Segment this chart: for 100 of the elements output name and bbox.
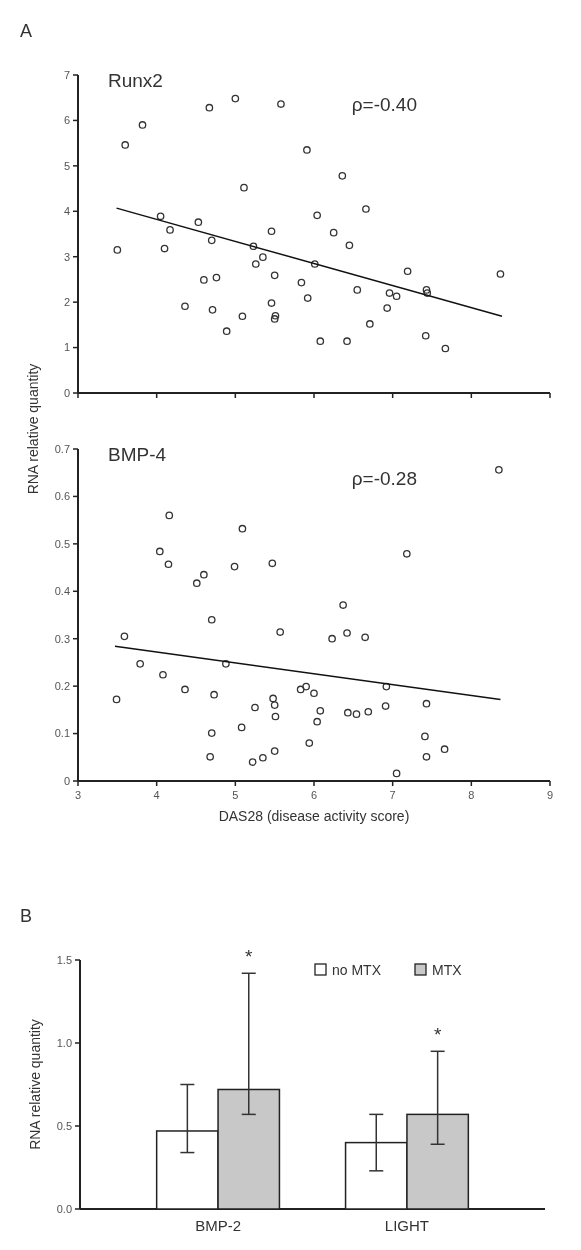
point bbox=[138, 121, 147, 129]
x-tick-label: 9 bbox=[546, 789, 554, 801]
point bbox=[207, 615, 216, 624]
y-tick-label: 0.0 bbox=[56, 1202, 72, 1215]
point bbox=[345, 241, 354, 250]
point bbox=[361, 633, 369, 642]
point bbox=[495, 466, 503, 474]
point bbox=[207, 729, 216, 737]
point bbox=[343, 337, 351, 346]
legend-label: no MTX bbox=[332, 961, 382, 978]
point bbox=[441, 344, 450, 353]
point bbox=[248, 758, 257, 766]
text: B bbox=[20, 906, 33, 926]
y-axis-title: RNA relative quantity bbox=[27, 1019, 43, 1150]
point bbox=[383, 304, 392, 312]
point bbox=[313, 717, 321, 726]
point bbox=[496, 270, 505, 278]
point bbox=[270, 271, 279, 280]
point bbox=[339, 601, 347, 609]
point bbox=[302, 682, 310, 691]
y-tick-label: 0.5 bbox=[56, 1119, 72, 1132]
point bbox=[208, 306, 217, 314]
point bbox=[155, 547, 164, 556]
x-tick-label: BMP-2 bbox=[195, 1217, 241, 1234]
annotation: * bbox=[245, 946, 254, 968]
y-axis-title: RNA relative quantity bbox=[25, 363, 41, 495]
point bbox=[403, 267, 412, 276]
point bbox=[251, 260, 260, 268]
point bbox=[240, 183, 248, 192]
legend-label: MTX bbox=[432, 961, 463, 978]
x-tick-label: 6 bbox=[310, 789, 318, 801]
point bbox=[113, 246, 122, 254]
y-tick-label: 0.4 bbox=[54, 585, 70, 598]
point bbox=[238, 312, 247, 321]
y-tick-label: 5 bbox=[63, 159, 70, 172]
point bbox=[268, 559, 277, 568]
point bbox=[200, 570, 208, 579]
y-tick-label: 7 bbox=[63, 68, 70, 81]
point bbox=[259, 753, 267, 762]
point bbox=[381, 702, 390, 710]
point bbox=[385, 289, 394, 297]
y-tick-label: 0.1 bbox=[54, 727, 70, 740]
point bbox=[156, 212, 165, 221]
point bbox=[194, 218, 203, 227]
point bbox=[205, 103, 214, 112]
point bbox=[310, 689, 318, 698]
x-tick-label: 7 bbox=[389, 789, 396, 801]
point bbox=[440, 745, 449, 754]
point bbox=[297, 278, 306, 287]
point bbox=[200, 276, 208, 284]
x-tick-label: 4 bbox=[153, 789, 160, 801]
point bbox=[343, 629, 351, 637]
point bbox=[160, 244, 169, 253]
point bbox=[166, 226, 174, 234]
point bbox=[165, 511, 174, 520]
point bbox=[212, 273, 221, 282]
y-tick-label: 6 bbox=[63, 114, 70, 127]
point bbox=[352, 710, 361, 718]
point bbox=[316, 337, 325, 346]
point bbox=[271, 712, 280, 721]
point bbox=[222, 660, 230, 668]
y-tick-label: 0 bbox=[63, 774, 70, 787]
point bbox=[310, 260, 319, 268]
point bbox=[277, 100, 285, 108]
point bbox=[276, 628, 285, 636]
point bbox=[136, 660, 144, 668]
annotation: ρ=-0.40 bbox=[351, 94, 417, 115]
point bbox=[259, 253, 267, 262]
point bbox=[181, 685, 189, 694]
chart-title: Runx2 bbox=[108, 70, 163, 91]
point bbox=[362, 205, 370, 213]
point bbox=[121, 141, 130, 149]
point bbox=[392, 769, 401, 778]
point bbox=[238, 524, 247, 533]
point bbox=[422, 286, 431, 294]
point bbox=[329, 228, 338, 237]
point bbox=[316, 706, 325, 715]
point bbox=[422, 752, 431, 761]
point bbox=[207, 236, 216, 245]
point bbox=[206, 752, 215, 761]
point bbox=[230, 562, 239, 571]
point bbox=[313, 211, 321, 220]
point bbox=[421, 331, 430, 340]
x-tick-label: LIGHT bbox=[384, 1217, 430, 1234]
point bbox=[164, 560, 173, 569]
point bbox=[112, 695, 121, 704]
y-tick-label: 1.5 bbox=[56, 953, 72, 966]
x-tick-label: 3 bbox=[74, 789, 82, 801]
x-axis-title: DAS28 (disease activity score) bbox=[218, 808, 410, 824]
point bbox=[338, 172, 347, 180]
annotation: * bbox=[433, 1024, 442, 1046]
text: A bbox=[20, 21, 33, 41]
point bbox=[343, 708, 352, 717]
point bbox=[270, 747, 279, 755]
point bbox=[270, 315, 279, 323]
point bbox=[222, 327, 231, 336]
y-tick-label: 4 bbox=[63, 205, 70, 218]
point bbox=[366, 320, 374, 328]
point bbox=[269, 694, 277, 703]
x-tick-label: 8 bbox=[468, 789, 475, 801]
